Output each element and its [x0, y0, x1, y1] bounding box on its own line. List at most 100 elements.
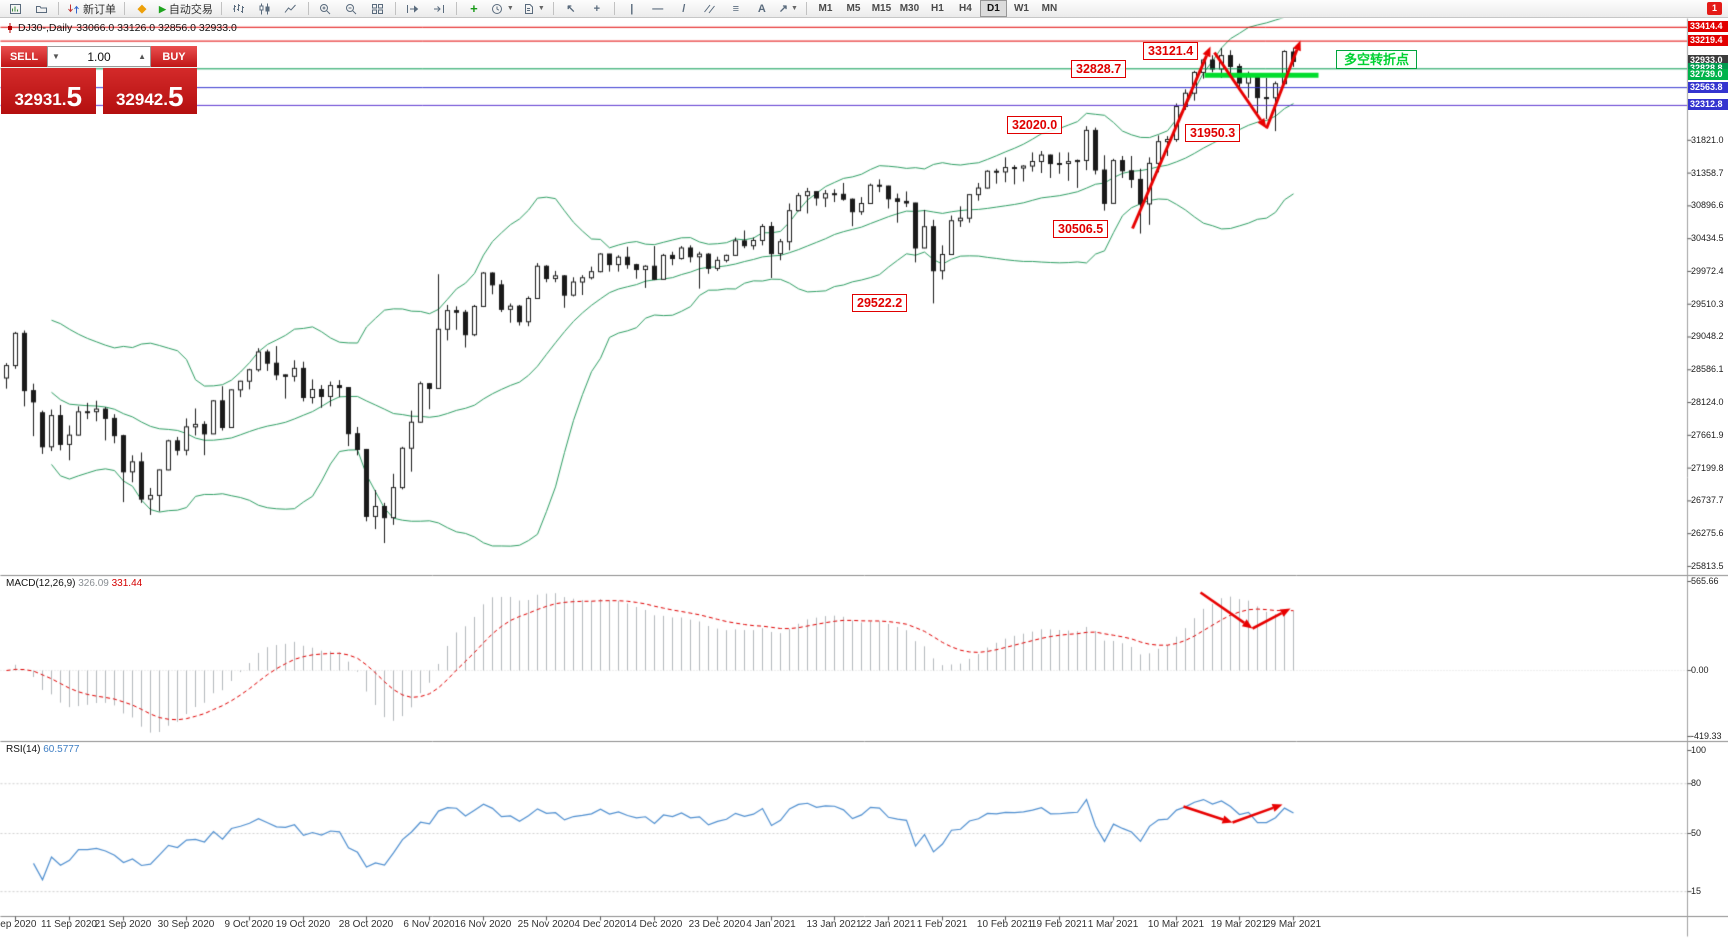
- volume-up-icon[interactable]: ▲: [138, 52, 146, 61]
- tile-windows-icon: [372, 3, 384, 14]
- timeframe-d1[interactable]: D1: [979, 0, 1007, 17]
- ohlc-values: 33066.0 33126.0 32856.0 32933.0: [76, 22, 237, 34]
- chevron-down-icon: ▼: [791, 5, 798, 12]
- vertical-line-icon: |: [630, 2, 634, 15]
- price-annotation: 29522.2: [852, 294, 908, 312]
- new-order-button[interactable]: 新订单: [64, 1, 119, 17]
- timeframe-m30[interactable]: M30: [899, 3, 920, 14]
- price-axis-label: 28586.1: [1691, 364, 1724, 375]
- price-axis-label: 25813.5: [1691, 560, 1724, 571]
- timeframe-mn[interactable]: MN: [1041, 3, 1058, 14]
- new-chart-button[interactable]: [3, 1, 27, 17]
- channel-tool-button[interactable]: [698, 1, 722, 17]
- date-axis-label: Sep 2020: [0, 919, 37, 930]
- timeframe-h4[interactable]: H4: [959, 3, 972, 14]
- arrows-tool-button[interactable]: ↗ ▼: [776, 1, 801, 17]
- timeframe-m5[interactable]: M5: [846, 3, 861, 14]
- vertical-line-tool-button[interactable]: |: [620, 1, 644, 17]
- macd-value-signal: 331.44: [111, 578, 143, 589]
- price-axis-label: 26275.6: [1691, 528, 1724, 539]
- templates-button[interactable]: ▼: [519, 1, 548, 17]
- price-annotation: 32020.0: [1007, 116, 1063, 134]
- fibonacci-tool-button[interactable]: ≡: [724, 1, 748, 17]
- toolbar: 新订单 ◆ ▶ 自动交易 + ▼ ▼ ↖ +: [0, 0, 1728, 18]
- sell-price-button[interactable]: 32931. 5: [1, 68, 96, 114]
- horizontal-line-tool-button[interactable]: —: [646, 1, 670, 17]
- auto-scroll-button[interactable]: [401, 1, 425, 17]
- macd-axis-label: 0.00: [1691, 665, 1709, 675]
- price-axis-marker: 32828.8: [1688, 62, 1728, 74]
- date-axis-label: 9 Oct 2020: [224, 919, 274, 930]
- zoom-in-button[interactable]: [314, 1, 338, 17]
- date-axis-label: 1 Feb 2021: [916, 919, 968, 930]
- toolbar-separator: [394, 2, 396, 15]
- price-axis-label: 29048.2: [1691, 331, 1724, 342]
- rsi-label: RSI(14) 60.5777: [6, 744, 79, 755]
- auto-trading-label: 自动交易: [168, 3, 213, 16]
- date-axis-label: 19 Feb 2021: [1030, 919, 1088, 930]
- zoom-out-button[interactable]: [340, 1, 364, 17]
- chevron-down-icon: ▼: [506, 5, 514, 12]
- volume-down-icon[interactable]: ▼: [52, 52, 60, 61]
- buy-price-button[interactable]: 32942. 5: [102, 68, 197, 114]
- timeframe-w1[interactable]: W1: [1013, 3, 1029, 14]
- zoom-in-icon: [320, 3, 331, 14]
- bar-chart-button[interactable]: [227, 1, 251, 17]
- date-axis-label: 6 Nov 2020: [403, 919, 455, 930]
- price-annotation: 30506.5: [1053, 220, 1109, 238]
- auto-trading-button[interactable]: ▶ 自动交易: [156, 1, 216, 17]
- channel-icon: [704, 4, 716, 13]
- timeframe-m1[interactable]: M1: [818, 3, 833, 14]
- price-annotation: 33121.4: [1143, 42, 1199, 60]
- price-axis-label: 29972.4: [1691, 265, 1724, 276]
- date-axis-label: 1 Mar 2021: [1087, 919, 1139, 930]
- crosshair-icon: +: [593, 2, 601, 15]
- toolbar-separator: [552, 2, 554, 15]
- chart-icon: [8, 23, 12, 33]
- price-axis-label: 30896.6: [1691, 200, 1724, 211]
- price-axis-label: 27199.8: [1691, 462, 1724, 473]
- one-click-trading-panel: SELL ▼ 1.00 ▲ BUY 32931. 5 32942. 5: [1, 46, 197, 114]
- date-axis-label: 10 Mar 2021: [1147, 919, 1205, 930]
- price-axis-marker: 32563.8: [1688, 81, 1728, 93]
- price-axis-label: 31821.0: [1691, 134, 1724, 145]
- buy-button[interactable]: BUY: [151, 46, 197, 67]
- zoom-out-icon: [346, 3, 357, 14]
- profiles-button[interactable]: [29, 1, 53, 17]
- buy-price: 32942.: [115, 90, 168, 109]
- date-axis-label: 14 Dec 2020: [625, 919, 683, 930]
- line-chart-icon: [285, 4, 297, 13]
- text-icon: A: [757, 2, 766, 15]
- volume-input[interactable]: ▼ 1.00 ▲: [47, 46, 151, 67]
- price-axis-marker: 32739.0: [1688, 69, 1728, 81]
- chart-shift-button[interactable]: [427, 1, 451, 17]
- timeframe-group: M1 M5 M15 M30 H1 H4 D1 W1 MN: [812, 0, 1063, 17]
- macd-axis-label: -419.33: [1691, 730, 1722, 741]
- trendline-tool-button[interactable]: /: [672, 1, 696, 17]
- indicators-plus-icon: +: [470, 0, 478, 16]
- line-chart-button[interactable]: [279, 1, 303, 17]
- bar-chart-icon: [233, 3, 245, 13]
- text-tool-button[interactable]: A: [750, 1, 774, 17]
- market-watch-button[interactable]: ◆: [130, 1, 154, 17]
- crosshair-tool-button[interactable]: +: [585, 1, 609, 17]
- profiles-folder-icon: [35, 5, 47, 13]
- date-axis-label: 16 Nov 2020: [454, 919, 512, 930]
- notification-badge[interactable]: 1: [1707, 2, 1722, 15]
- price-axis-label: 28124.0: [1691, 397, 1724, 408]
- periods-button[interactable]: ▼: [488, 1, 517, 17]
- date-axis-label: 4 Jan 2021: [746, 919, 796, 930]
- candlestick-chart-button[interactable]: [253, 1, 277, 17]
- indicators-button[interactable]: +: [462, 1, 486, 17]
- sell-button[interactable]: SELL: [1, 46, 47, 67]
- cursor-tool-button[interactable]: ↖: [559, 1, 583, 17]
- sell-price-big-digit: 5: [66, 81, 83, 112]
- date-axis-label: 4 Dec 2020: [574, 919, 626, 930]
- timeframe-m15[interactable]: M15: [871, 3, 892, 14]
- volume-value: 1.00: [87, 49, 111, 64]
- tile-windows-button[interactable]: [366, 1, 390, 17]
- timeframe-h1[interactable]: H1: [931, 3, 944, 14]
- price-axis-label: 27661.9: [1691, 429, 1724, 440]
- rsi-axis-label: 100: [1691, 745, 1707, 755]
